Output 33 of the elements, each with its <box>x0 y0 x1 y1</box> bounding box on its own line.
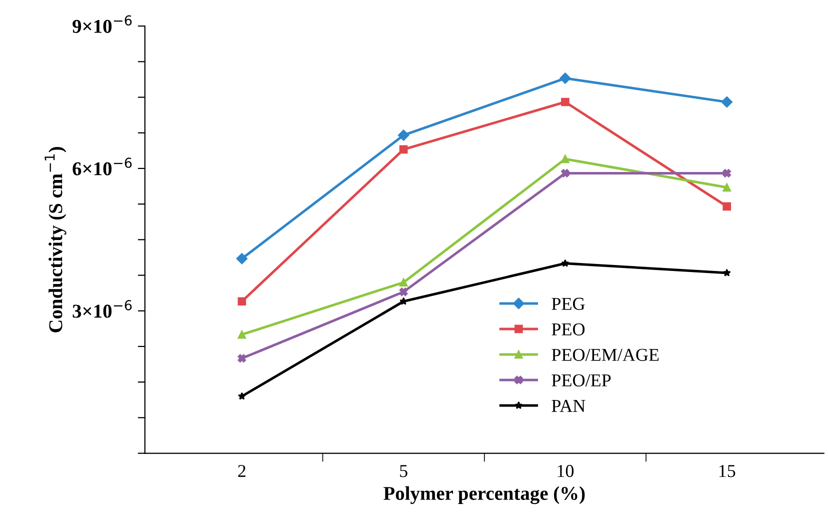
point <box>236 253 248 264</box>
legend-label: PAN <box>552 400 586 412</box>
point <box>560 72 571 84</box>
x-tick-label: 2 <box>238 464 246 477</box>
point <box>561 259 570 267</box>
point <box>722 183 732 192</box>
legend-label: PEO <box>552 323 585 336</box>
point <box>238 392 246 400</box>
point <box>561 98 570 106</box>
point <box>561 169 570 178</box>
y-tick-label: 9×10$^{−6}$ <box>72 15 132 33</box>
legend-label: PEO/EP <box>552 374 611 386</box>
x-tick-label: 15 <box>719 464 736 478</box>
point <box>721 96 732 108</box>
x-tick-label: 10 <box>558 464 574 478</box>
point <box>399 145 408 154</box>
y-axis-title: Conductivity (S cm$^{−1}$) <box>44 147 66 332</box>
point <box>398 130 410 141</box>
legend-label: PEG <box>552 298 585 310</box>
point <box>399 278 408 287</box>
point <box>722 169 732 178</box>
point <box>238 297 246 306</box>
point <box>399 288 408 296</box>
y-tick-label: 6×10$^{−6}$ <box>72 158 132 176</box>
legend-label: PEO/EM/AGE <box>552 348 659 361</box>
point <box>561 154 570 164</box>
y-tick-label: 3×10$^{−6}$ <box>72 300 132 318</box>
point <box>238 354 246 362</box>
point <box>722 202 732 211</box>
x-axis-title: Polymer percentage (%) <box>384 486 585 504</box>
x-tick-label: 5 <box>400 465 408 478</box>
point <box>238 330 246 339</box>
point <box>722 268 731 276</box>
